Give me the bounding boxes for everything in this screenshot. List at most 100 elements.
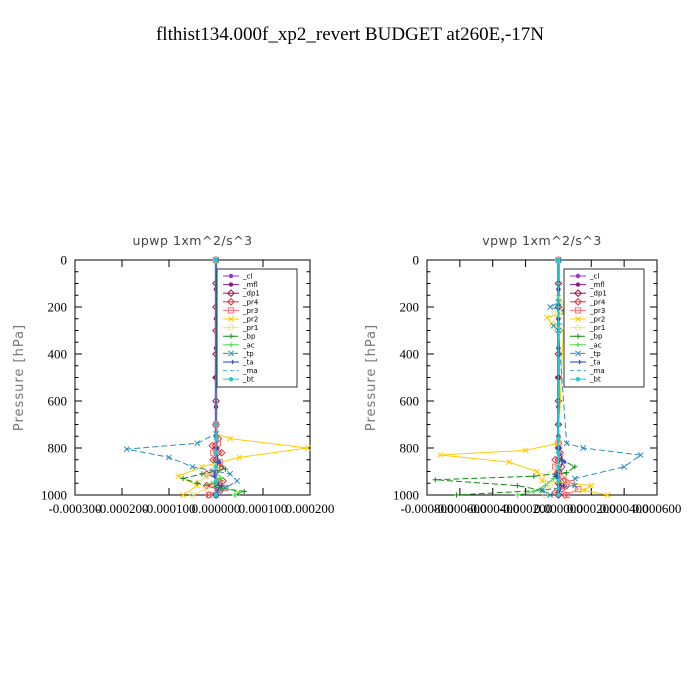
data-point [209,455,218,464]
y-tick-label: 1000 [393,488,419,503]
legend-marker [575,377,581,382]
legend-marker [227,289,235,298]
data-point [203,473,210,480]
legend-entry: _pr3 [223,307,258,315]
chart-title: upwp 1xm^2/s^3 [132,233,252,248]
data-point [531,488,537,495]
data-point [213,422,219,427]
data-point [556,257,561,263]
data-point [561,491,569,499]
legend-marker [228,377,234,382]
legend-marker [574,307,582,314]
chart-panels: upwp 1xm^2/s^3 Pressure [hPa] 0 200 400 600 80… [12,233,681,516]
legend-label: _mfl [242,281,258,289]
x-tick-label: 0.000100 [239,501,288,516]
data-point [551,455,560,464]
data-point [208,441,217,450]
legend-entry: _tp [570,350,601,358]
legend-label: _cl [589,273,599,281]
legend-label: _pr4 [589,298,606,306]
data-point [547,492,554,498]
data-point [232,492,238,498]
data-point [556,464,561,469]
legend-entry: _ma [570,367,605,375]
legend-label: _ta [589,359,601,367]
data-point [559,483,565,488]
data-point [572,464,578,470]
series-line [541,260,568,496]
legend-label: _ta [242,359,254,367]
data-point [236,454,243,461]
data-point [514,483,520,489]
data-point [564,470,570,476]
y-axis-label: Pressure [hPa] [12,324,27,431]
data-point [539,487,545,494]
data-point [563,440,570,447]
data-point [556,492,561,498]
x-tick-label: 0.000000 [192,501,241,516]
legend-label: _pr2 [242,316,258,324]
data-point [550,322,557,329]
legend-label: _pr3 [589,307,605,315]
data-point [551,488,560,497]
legend-label: _tp [589,350,601,358]
y-tick-label: 0 [413,253,420,268]
legend-marker [228,342,234,348]
legend-marker [227,307,235,314]
y-tick-label: 600 [48,394,68,409]
legend-entry: _bp [223,333,256,341]
legend-marker [228,316,234,322]
data-point [180,475,186,482]
data-point [123,446,130,453]
data-point [542,483,548,489]
legend-entry: _ma [223,367,258,375]
legend-entry: _ac [570,341,602,349]
legend-entry: _pr4 [570,297,606,306]
data-point [189,463,196,470]
y-axis-label: Pressure [hPa] [364,324,379,431]
data-point [563,491,570,499]
data-point [550,475,557,482]
data-point [575,486,582,493]
data-point [194,440,201,447]
legend-marker [574,324,582,331]
x-tick-label: -0.000400 [466,501,519,516]
legend-entry: _cl [570,273,599,281]
data-point [213,478,219,484]
legend-marker [228,282,234,287]
data-point [236,490,243,496]
data-point [304,445,311,451]
legend-label: _tp [242,350,254,358]
legend-marker [228,333,234,339]
data-point [213,464,219,469]
data-point [556,422,561,427]
data-point [213,257,219,263]
x-tick-label: -0.000100 [142,501,195,516]
data-point [217,483,224,488]
chart-panel-2: vpwp 1xm^2/s^3 Pressure [hPa] 0 200 400 600 80… [364,233,681,516]
chart-title: vpwp 1xm^2/s^3 [482,233,602,248]
data-point [222,466,228,472]
y-tick-label: 200 [400,300,420,315]
legend: _cl_mfl_dp1_pr4_pr3_pr2_pr1_bp_ac_tp_ta_… [216,268,298,388]
legend-label: _dp1 [242,290,260,298]
data-point [588,482,595,489]
data-point [199,471,205,477]
data-point [621,463,628,470]
data-point [215,459,222,465]
data-point [547,304,554,310]
legend-label: _bt [589,376,601,384]
data-point [556,478,561,484]
data-point [208,480,214,486]
data-point [437,452,444,459]
y-tick-label: 800 [400,441,420,456]
data-point [189,491,196,499]
data-point [213,436,219,441]
data-point [222,484,229,491]
legend-entry: _bt [570,376,601,384]
data-point [213,492,219,498]
data-point [539,477,545,484]
data-point [552,310,559,318]
x-tick-label: 0.000400 [600,501,649,516]
